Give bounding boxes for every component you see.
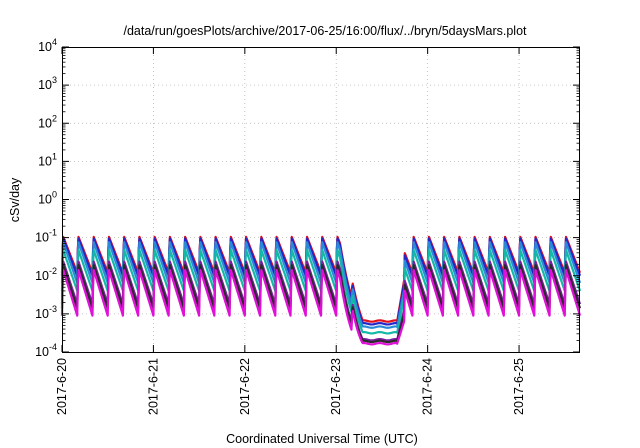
x-tick-label: 2017-6-24: [421, 358, 435, 415]
chart-title: /data/run/goesPlots/archive/2017-06-25/1…: [123, 24, 527, 38]
y-tick-label: 10-4: [35, 342, 57, 359]
axis-ticks: [61, 46, 580, 353]
x-tick-label: 2017-6-21: [146, 358, 160, 415]
x-tick-label: 2017-6-20: [55, 358, 69, 415]
y-tick-labels: 10-4 10-3 10-2 10-1 100 101 102 103 104: [35, 37, 57, 359]
x-tick-label: 2017-6-23: [329, 358, 343, 415]
x-tick-label: 2017-6-22: [238, 358, 252, 415]
data-series: [60, 235, 582, 346]
series-line-7: [60, 268, 582, 346]
x-tick-labels: 2017-6-20 2017-6-21 2017-6-22 2017-6-23 2017…: [55, 358, 526, 415]
y-tick-label: 10-3: [35, 304, 57, 321]
y-tick-label: 104: [38, 37, 57, 54]
y-tick-label: 10-2: [35, 266, 57, 283]
x-axis-label: Coordinated Universal Time (UTC): [226, 432, 418, 446]
y-tick-label: 100: [38, 190, 57, 207]
y-axis-label: cSv/day: [8, 177, 22, 222]
x-tick-label: 2017-6-25: [512, 358, 526, 415]
y-tick-label: 101: [38, 151, 57, 168]
y-tick-label: 102: [38, 113, 57, 130]
grid-lines: [62, 47, 580, 352]
y-tick-label: 103: [38, 75, 57, 92]
y-tick-label: 10-1: [35, 228, 57, 245]
